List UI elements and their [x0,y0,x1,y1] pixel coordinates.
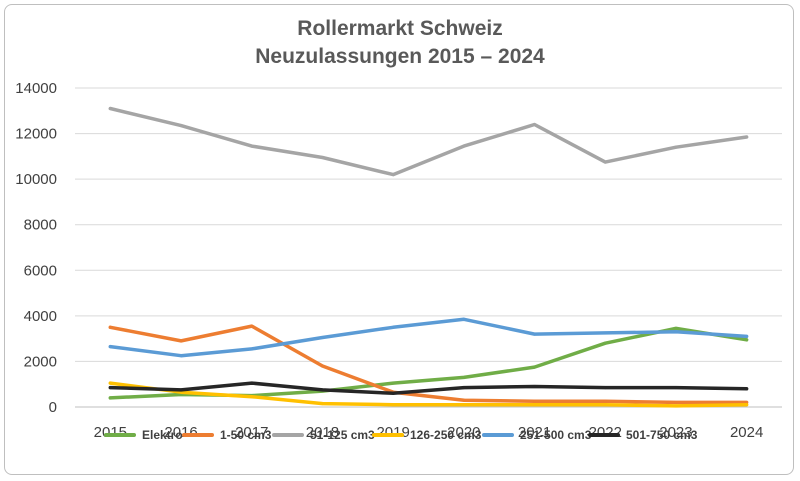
data-point-51-125-cm3 [745,135,749,139]
legend-label: 51-125 cm3 [310,428,375,442]
data-point-elektro [674,326,678,330]
data-point-51-125-cm3 [108,107,112,111]
data-point-1-50-cm3 [533,399,537,403]
data-point-126-250-cm3 [462,403,466,407]
series-line-1-50-cm3 [108,324,749,405]
data-point-126-250-cm3 [533,403,537,407]
data-point-elektro [603,341,607,345]
legend-label: 251-500 cm3 [520,428,592,442]
data-point-elektro [745,338,749,342]
data-point-51-125-cm3 [603,160,607,164]
legend-item: 251-500 cm3 [482,425,591,445]
x-tick-label: 2020 [447,424,480,441]
data-point-251-500-cm3 [108,345,112,349]
data-point-251-500-cm3 [462,317,466,321]
legend-item: 1-50 cm3 [182,425,271,445]
y-tick-label: 6000 [24,262,57,279]
legend-swatch [372,433,404,437]
data-point-501-750-cm3 [391,391,395,395]
data-point-51-125-cm3 [462,144,466,148]
y-tick-label: 8000 [24,217,57,234]
legend-item: 51-125 cm3 [272,425,375,445]
y-tick-label: 10000 [15,171,57,188]
data-point-126-250-cm3 [250,395,254,399]
data-point-elektro [533,365,537,369]
data-point-501-750-cm3 [320,388,324,392]
data-point-501-750-cm3 [462,386,466,390]
series-line-251-500-cm3 [108,317,749,358]
data-point-126-250-cm3 [391,403,395,407]
data-point-251-500-cm3 [391,325,395,329]
data-point-501-750-cm3 [745,387,749,391]
legend-label: 1-50 cm3 [220,428,272,442]
legend-item: 126-250 cm3 [372,425,481,445]
x-tick-label: 2017 [235,424,268,441]
data-point-251-500-cm3 [250,347,254,351]
x-tick-label: 2023 [659,424,692,441]
legend-swatch [588,433,620,437]
data-point-51-125-cm3 [533,122,537,126]
data-point-501-750-cm3 [674,386,678,390]
x-tick-label: 2018 [306,424,339,441]
data-point-251-500-cm3 [320,336,324,340]
data-point-501-750-cm3 [250,381,254,385]
data-point-501-750-cm3 [108,386,112,390]
data-point-1-50-cm3 [462,398,466,402]
series-line-501-750-cm3 [108,381,749,396]
chart-title: Rollermarkt Schweiz [297,17,503,40]
chart-subtitle: Neuzulassungen 2015 – 2024 [255,45,545,68]
legend-swatch [482,433,514,437]
legend-item: 501-750 cm3 [588,425,697,445]
data-point-501-750-cm3 [603,386,607,390]
data-point-126-250-cm3 [108,381,112,385]
legend-swatch [104,433,136,437]
data-point-126-250-cm3 [603,403,607,407]
data-point-51-125-cm3 [391,173,395,177]
data-point-51-125-cm3 [250,144,254,148]
data-point-51-125-cm3 [179,124,183,128]
data-point-126-250-cm3 [745,403,749,407]
legend-label: 126-250 cm3 [410,428,482,442]
data-point-51-125-cm3 [674,145,678,149]
data-point-1-50-cm3 [320,364,324,368]
data-point-1-50-cm3 [179,339,183,343]
series-line-126-250-cm3 [108,381,749,408]
y-tick-label: 14000 [15,80,57,97]
series-line-51-125-cm3 [108,106,749,177]
y-tick-label: 2000 [24,353,57,370]
data-point-126-250-cm3 [320,402,324,406]
data-point-elektro [462,375,466,379]
legend-label: Elektro [142,428,183,442]
data-point-251-500-cm3 [179,354,183,358]
legend-label: 501-750 cm3 [626,428,698,442]
data-point-251-500-cm3 [674,330,678,334]
legend-item: Elektro [104,425,183,445]
chart-legend: Elektro 1-50 cm3 51-125 cm3 126-250 cm3 251-… [0,425,800,445]
data-point-251-500-cm3 [533,332,537,336]
data-point-elektro [108,396,112,400]
data-point-251-500-cm3 [745,334,749,338]
x-tick-label: 2024 [730,424,763,441]
y-tick-label: 0 [49,399,57,416]
legend-swatch [272,433,304,437]
data-point-1-50-cm3 [108,325,112,329]
data-point-126-250-cm3 [674,404,678,408]
y-tick-label: 4000 [24,308,57,325]
data-point-elektro [391,381,395,385]
data-point-1-50-cm3 [603,399,607,403]
data-point-1-50-cm3 [674,400,678,404]
data-point-1-50-cm3 [250,324,254,328]
data-point-251-500-cm3 [603,331,607,335]
legend-swatch [182,433,214,437]
y-tick-label: 12000 [15,126,57,143]
data-point-501-750-cm3 [533,384,537,388]
x-tick-label: 2021 [518,424,551,441]
data-point-501-750-cm3 [179,388,183,392]
data-point-51-125-cm3 [320,155,324,159]
